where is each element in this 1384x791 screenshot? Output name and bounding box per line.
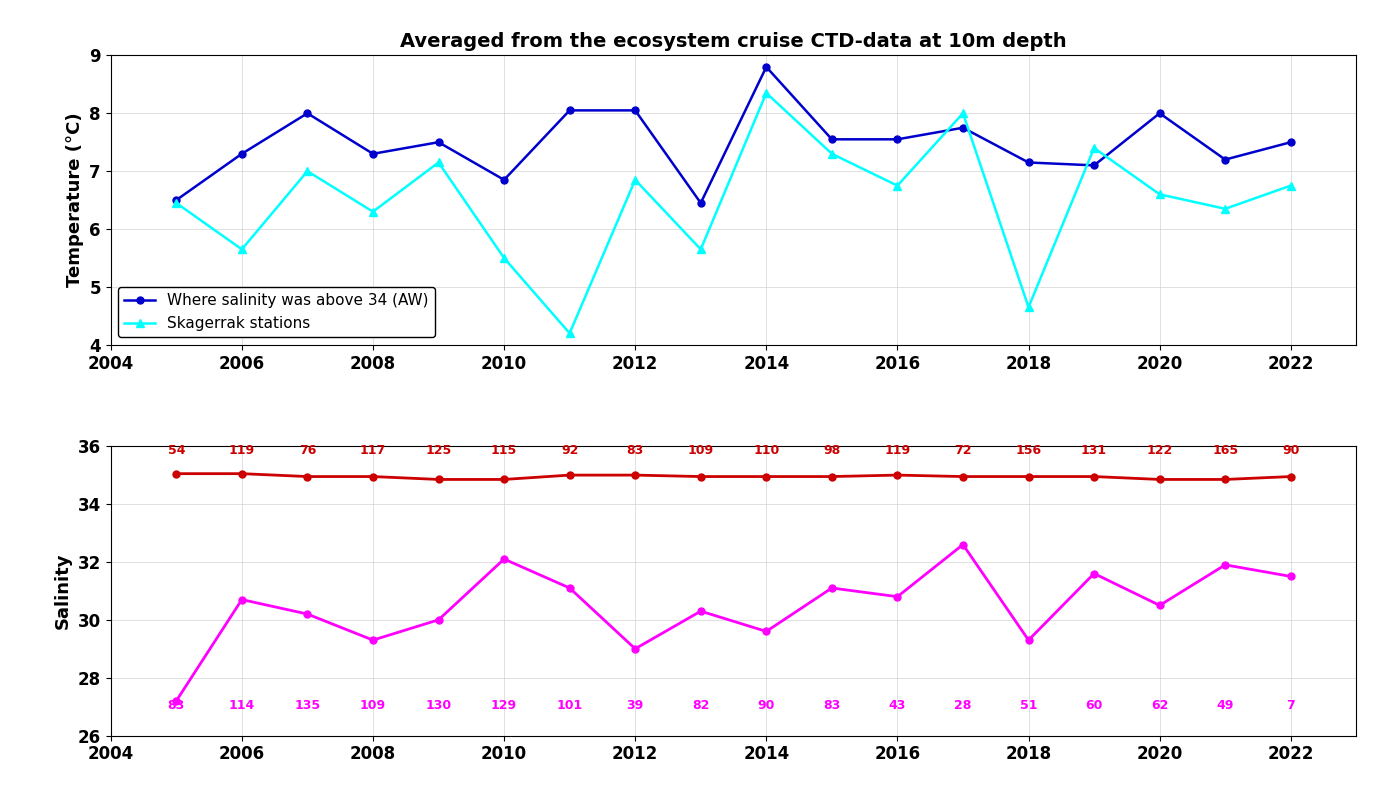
- Where salinity was above 34 (AW): [299, 108, 316, 118]
- Where salinity was above 34 (AW): [1283, 138, 1300, 147]
- Skagerrak stations: [430, 157, 447, 167]
- Text: 49: 49: [1217, 698, 1235, 712]
- Y-axis label: Salinity: Salinity: [54, 553, 72, 629]
- Skagerrak stations: [1151, 190, 1168, 199]
- Text: 54: 54: [167, 445, 185, 457]
- Text: 76: 76: [299, 445, 316, 457]
- Skagerrak stations: [495, 253, 512, 263]
- Where salinity was above 34 (AW): [234, 149, 251, 158]
- Skagerrak stations: [1020, 302, 1037, 312]
- Text: 109: 109: [688, 445, 714, 457]
- Skagerrak stations: [955, 108, 972, 118]
- Text: 122: 122: [1146, 445, 1172, 457]
- Where salinity was above 34 (AW): [167, 195, 184, 205]
- Where salinity was above 34 (AW): [955, 123, 972, 132]
- Where salinity was above 34 (AW): [1020, 157, 1037, 167]
- Text: 110: 110: [753, 445, 779, 457]
- Where salinity was above 34 (AW): [364, 149, 381, 158]
- Text: 114: 114: [228, 698, 255, 712]
- Skagerrak stations: [1283, 181, 1300, 191]
- Text: 156: 156: [1016, 445, 1042, 457]
- Skagerrak stations: [1086, 143, 1103, 153]
- Where salinity was above 34 (AW): [823, 134, 840, 144]
- Line: Skagerrak stations: Skagerrak stations: [172, 89, 1295, 338]
- Text: 39: 39: [627, 698, 644, 712]
- Where salinity was above 34 (AW): [1151, 108, 1168, 118]
- Text: 130: 130: [425, 698, 451, 712]
- Text: 83: 83: [167, 698, 185, 712]
- Where salinity was above 34 (AW): [758, 62, 775, 72]
- Y-axis label: Temperature (°C): Temperature (°C): [66, 113, 84, 287]
- Text: 119: 119: [228, 445, 255, 457]
- Where salinity was above 34 (AW): [562, 106, 579, 115]
- Skagerrak stations: [889, 181, 905, 191]
- Text: 165: 165: [1212, 445, 1239, 457]
- Text: 7: 7: [1286, 698, 1295, 712]
- Text: 43: 43: [889, 698, 907, 712]
- Where salinity was above 34 (AW): [430, 138, 447, 147]
- Text: 131: 131: [1081, 445, 1107, 457]
- Legend: Where salinity was above 34 (AW), Skagerrak stations: Where salinity was above 34 (AW), Skager…: [119, 287, 435, 337]
- Text: 135: 135: [295, 698, 321, 712]
- Skagerrak stations: [692, 244, 709, 254]
- Text: 51: 51: [1020, 698, 1037, 712]
- Where salinity was above 34 (AW): [692, 199, 709, 208]
- Text: 129: 129: [491, 698, 518, 712]
- Text: 62: 62: [1151, 698, 1168, 712]
- Text: 115: 115: [491, 445, 518, 457]
- Text: 92: 92: [561, 445, 579, 457]
- Text: 28: 28: [955, 698, 972, 712]
- Text: 98: 98: [823, 445, 840, 457]
- Skagerrak stations: [562, 328, 579, 338]
- Skagerrak stations: [167, 199, 184, 208]
- Where salinity was above 34 (AW): [1217, 155, 1233, 165]
- Where salinity was above 34 (AW): [627, 106, 644, 115]
- Text: 60: 60: [1085, 698, 1103, 712]
- Text: 101: 101: [556, 698, 583, 712]
- Skagerrak stations: [627, 175, 644, 184]
- Where salinity was above 34 (AW): [1086, 161, 1103, 170]
- Where salinity was above 34 (AW): [495, 175, 512, 184]
- Text: 90: 90: [1282, 445, 1300, 457]
- Title: Averaged from the ecosystem cruise CTD-data at 10m depth: Averaged from the ecosystem cruise CTD-d…: [400, 32, 1067, 51]
- Skagerrak stations: [364, 207, 381, 217]
- Text: 83: 83: [823, 698, 840, 712]
- Skagerrak stations: [758, 89, 775, 98]
- Line: Where salinity was above 34 (AW): Where salinity was above 34 (AW): [173, 63, 1294, 206]
- Text: 90: 90: [757, 698, 775, 712]
- Text: 72: 72: [954, 445, 972, 457]
- Text: 82: 82: [692, 698, 710, 712]
- Text: 117: 117: [360, 445, 386, 457]
- Skagerrak stations: [823, 149, 840, 158]
- Text: 125: 125: [425, 445, 451, 457]
- Skagerrak stations: [299, 166, 316, 176]
- Text: 109: 109: [360, 698, 386, 712]
- Text: 119: 119: [884, 445, 911, 457]
- Text: 83: 83: [627, 445, 644, 457]
- Skagerrak stations: [234, 244, 251, 254]
- Where salinity was above 34 (AW): [889, 134, 905, 144]
- Skagerrak stations: [1217, 204, 1233, 214]
